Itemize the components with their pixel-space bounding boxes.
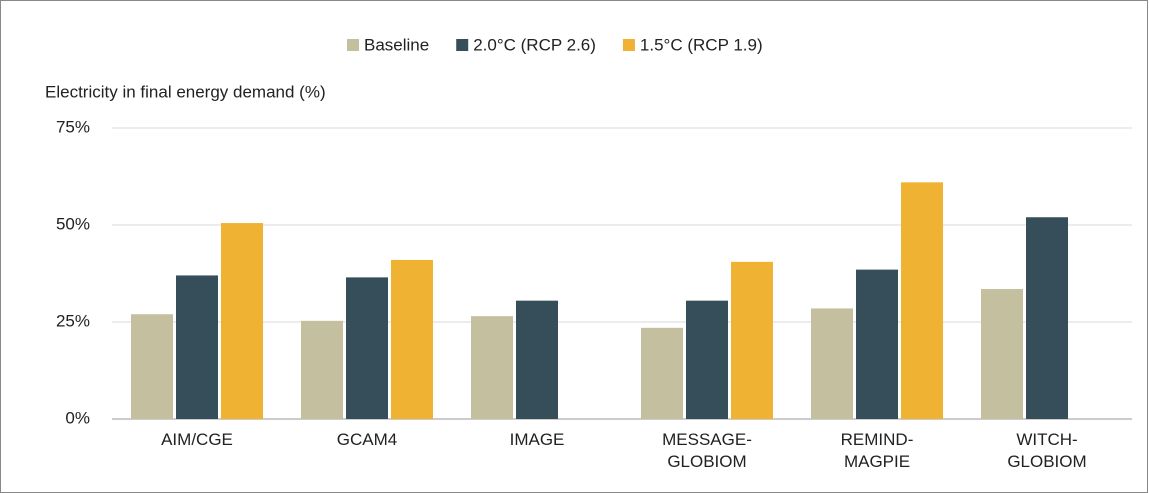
legend-label: Baseline — [364, 35, 429, 54]
bar — [471, 316, 513, 419]
legend-swatch — [456, 39, 469, 51]
bar — [731, 261, 773, 419]
bar — [176, 275, 218, 419]
x-tick-label: WITCH- GLOBIOM — [1007, 430, 1087, 471]
bar — [856, 269, 898, 419]
bar — [901, 182, 943, 419]
x-tick-label: AIM/CGE — [161, 430, 233, 449]
legend-label: 2.0°C (RCP 2.6) — [473, 35, 596, 54]
y-axis-label: Electricity in final energy demand (%) — [45, 82, 326, 101]
bar — [346, 277, 388, 419]
x-tick-label: GCAM4 — [336, 430, 398, 449]
bar — [811, 308, 853, 419]
bar — [516, 300, 558, 419]
bar — [981, 289, 1023, 419]
bar — [391, 259, 433, 419]
y-tick-label: 0% — [65, 408, 90, 427]
x-tick-label: MESSAGE- GLOBIOM — [662, 430, 752, 471]
bar — [301, 320, 343, 419]
bar — [686, 300, 728, 419]
legend-swatch — [622, 39, 635, 51]
y-tick-label: 50% — [56, 214, 90, 233]
x-tick-label: REMIND- MAGPIE — [840, 430, 914, 471]
legend-label: 1.5°C (RCP 1.9) — [640, 35, 763, 54]
y-tick-label: 25% — [56, 311, 90, 330]
x-tick-label: IMAGE — [509, 430, 565, 449]
legend-swatch — [347, 39, 359, 51]
bar — [131, 314, 173, 419]
bar — [1026, 217, 1068, 419]
bar — [641, 327, 683, 419]
y-tick-label: 75% — [56, 117, 90, 136]
bar — [221, 223, 263, 419]
